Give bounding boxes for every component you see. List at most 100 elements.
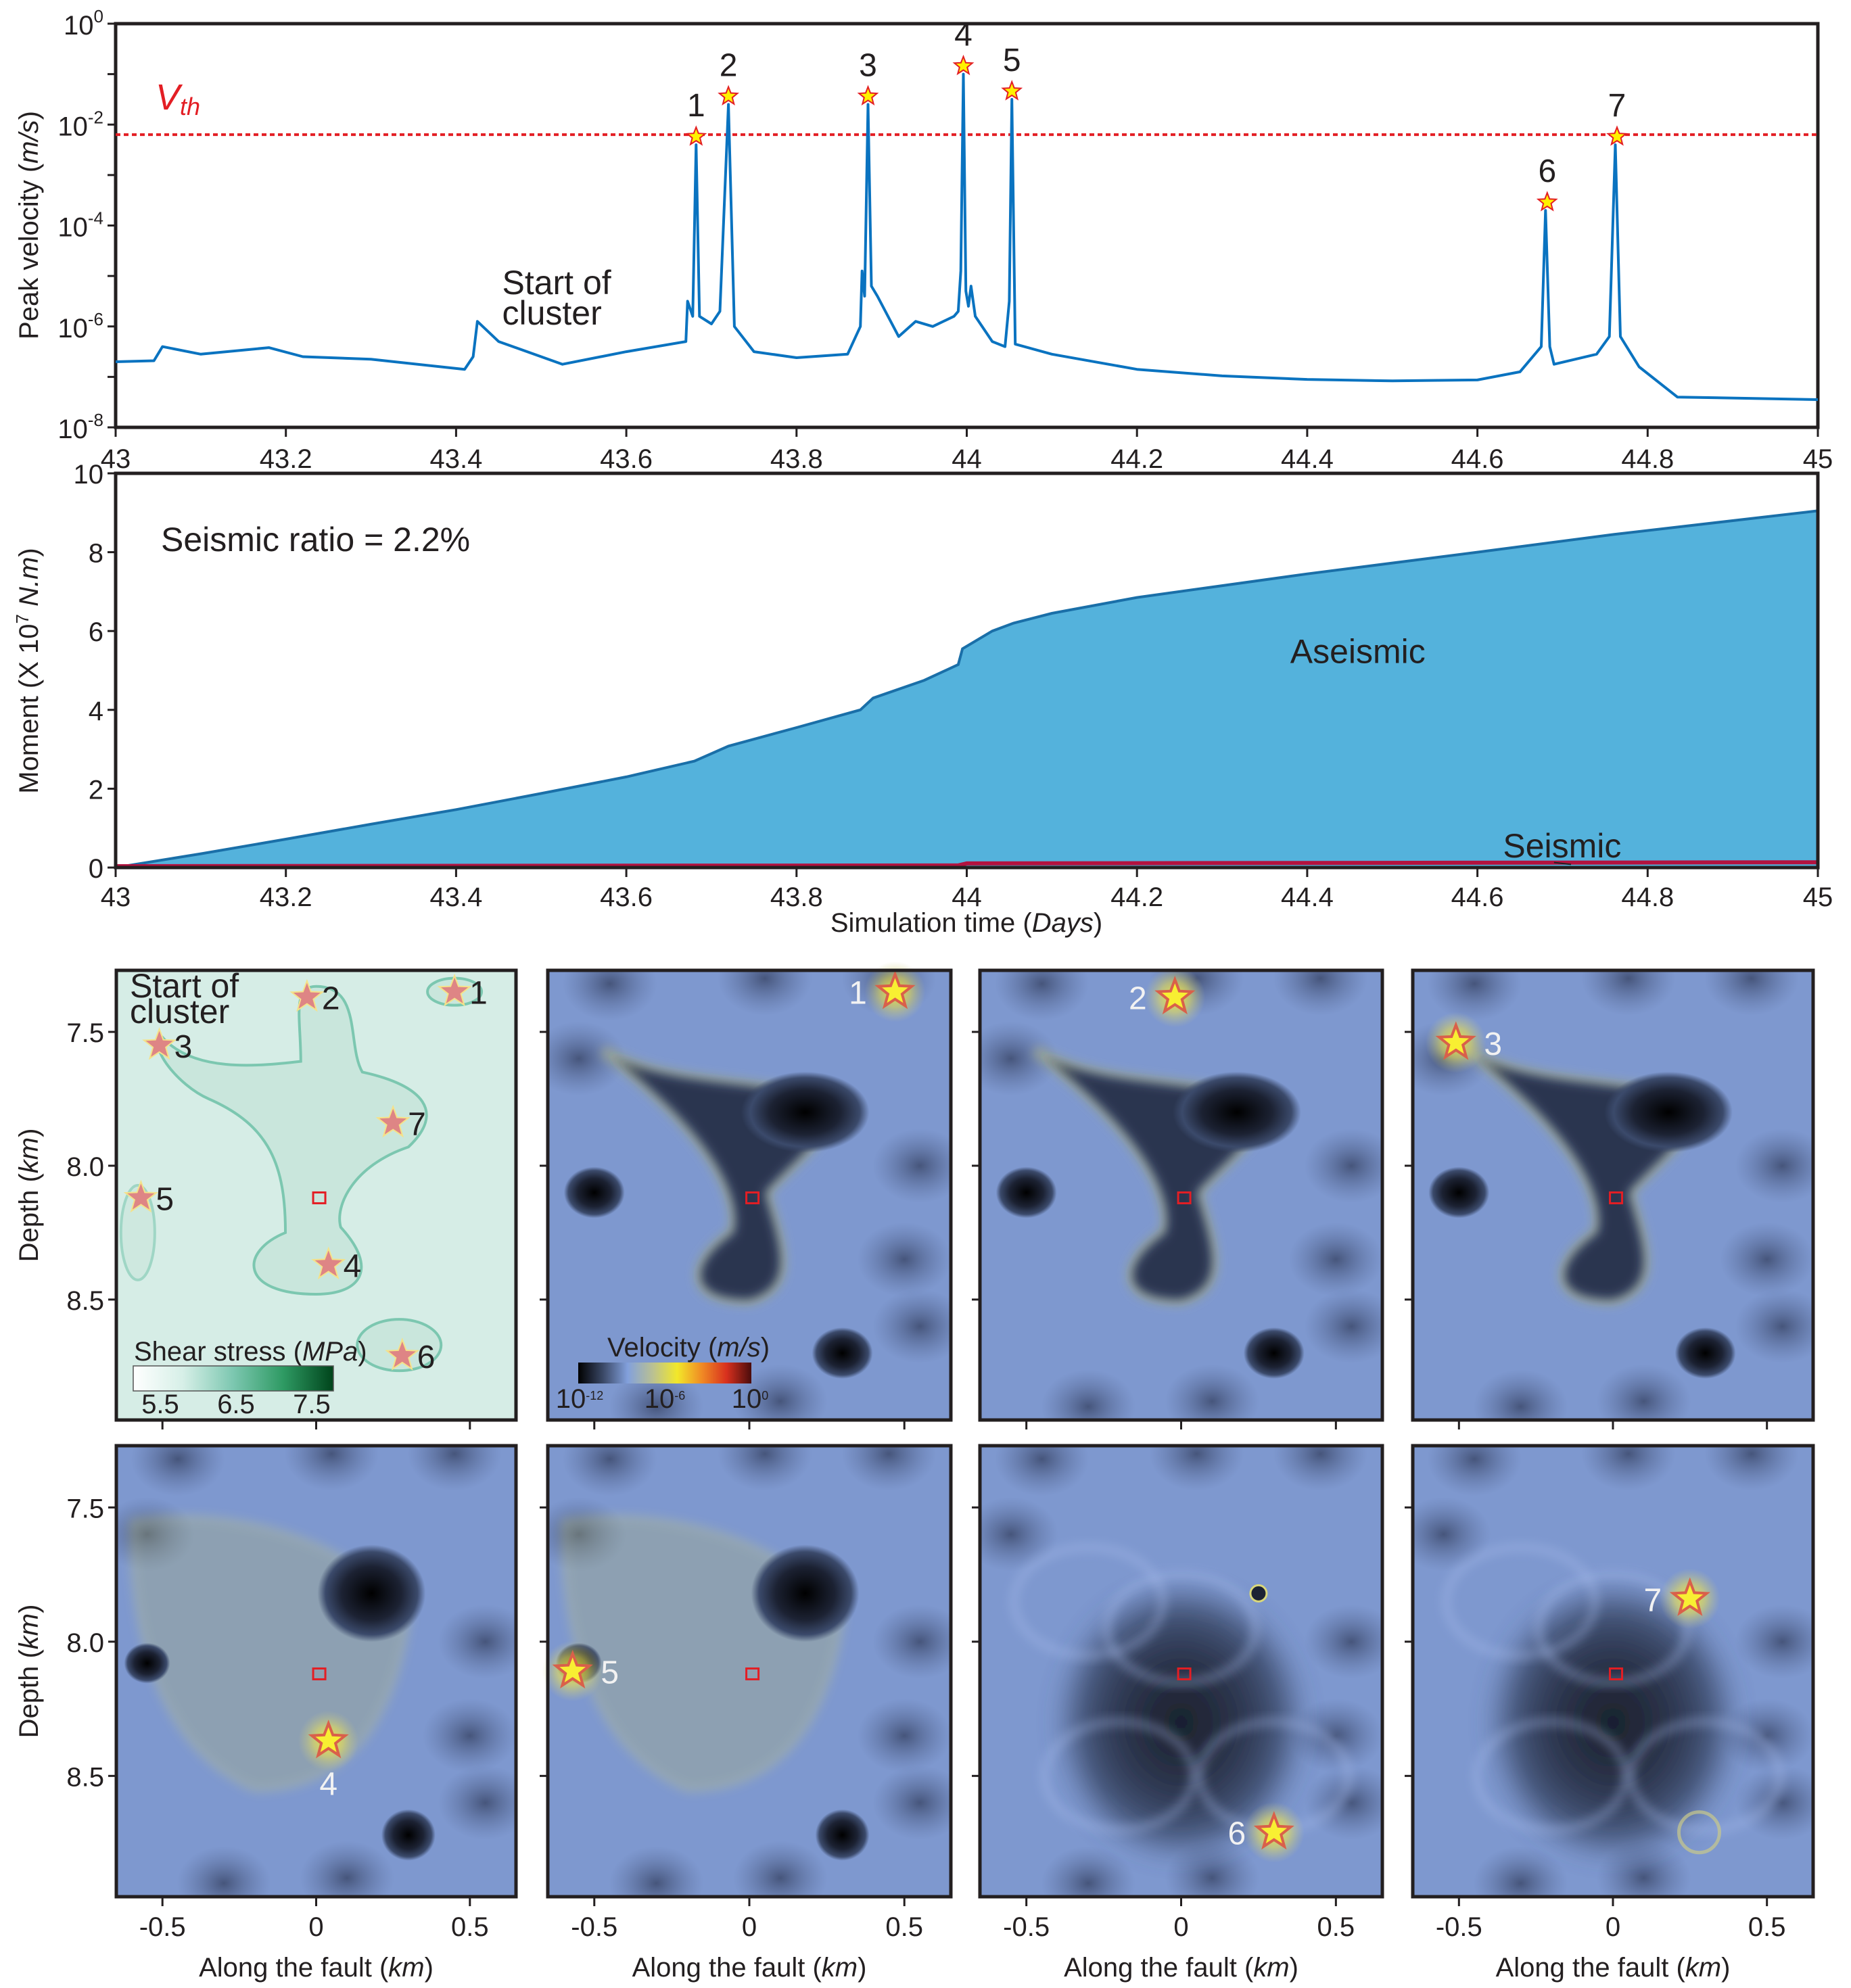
- low-velocity-patch: [1304, 1289, 1382, 1364]
- low-velocity-patch: [1719, 1698, 1813, 1773]
- y-tick-label-exp: -4: [88, 208, 103, 229]
- y-tick-label: 10: [74, 460, 104, 490]
- plot-frame: [114, 22, 1820, 429]
- event-label: 7: [408, 1107, 426, 1143]
- low-velocity-patch: [857, 1698, 951, 1773]
- low-velocity-patch: [548, 1021, 626, 1096]
- aseismic-label: Aseismic: [1290, 632, 1426, 670]
- event-label: 3: [859, 47, 877, 83]
- low-velocity-patch: [1273, 1446, 1368, 1491]
- velocity-field: [1413, 970, 1813, 1420]
- low-velocity-patch: [732, 1364, 828, 1420]
- y-tick-label: 10-8: [57, 410, 103, 444]
- event-label: 1: [687, 88, 705, 124]
- locked-patch: [1243, 1327, 1305, 1379]
- velocity-colorbar-tick-exp: -12: [586, 1389, 603, 1402]
- low-velocity-patch: [1288, 1222, 1382, 1297]
- x-tick-label: 44: [952, 882, 982, 912]
- low-velocity-patch: [1704, 970, 1799, 1016]
- velocity-colorbar-title: Velocity (m/s): [607, 1333, 770, 1363]
- x-axis-label-text: Along the fault: [632, 1953, 805, 1983]
- velocity-colorbar-tick-base: 10: [645, 1384, 675, 1414]
- x-tick-label: 44.4: [1281, 882, 1334, 912]
- low-velocity-patch: [1580, 970, 1676, 1016]
- low-velocity-patch: [1165, 1364, 1260, 1420]
- x-axis-label-unit: km: [822, 1953, 858, 1983]
- locked-patch: [812, 1327, 873, 1379]
- y-tick-label: 6: [89, 617, 103, 647]
- velocity-ridge: [1011, 1544, 1166, 1659]
- event-star-icon: [874, 970, 916, 1010]
- hypocenter-marker: [312, 1667, 327, 1680]
- low-velocity-patch: [1427, 1446, 1522, 1496]
- y-tick-label: 8: [89, 539, 103, 569]
- y-tick-label: 8.0: [66, 1152, 104, 1182]
- y-tick-label-exp: -6: [88, 309, 103, 329]
- velocity-colorbar-title-text: Velocity: [607, 1333, 701, 1363]
- seismic-label: Seismic: [1503, 827, 1621, 865]
- x-tick-label: 44.6: [1451, 444, 1504, 474]
- x-tick-label: 43.6: [600, 882, 653, 912]
- locked-patch: [815, 1809, 870, 1861]
- y-tick-label: 0: [89, 854, 103, 884]
- healed-region: [1059, 1586, 1303, 1857]
- event-star-icon: [1536, 191, 1558, 212]
- event-label: 5: [156, 1181, 174, 1217]
- velocity-panel-event-3: 3: [1405, 968, 1815, 1429]
- velocity-colorbar-tick-exp: -6: [674, 1389, 685, 1402]
- velocity-colorbar-tick-exp: 0: [762, 1389, 768, 1402]
- hypocenter-marker: [745, 1191, 760, 1204]
- x-axis-label-close: ): [1721, 1953, 1730, 1983]
- velocity-field: [1413, 1446, 1813, 1897]
- y-axis-label-space: [14, 607, 44, 614]
- panel-title-line2: cluster: [130, 993, 229, 1031]
- x-tick-label: 44.2: [1110, 444, 1163, 474]
- velocity-panel-event-7: 7 -0.5 0 0.5 Along the fault (km): [1405, 1444, 1815, 1983]
- y-tick-label-exp: 0: [94, 6, 103, 26]
- low-velocity-patch: [1735, 1766, 1813, 1841]
- locked-patch: [1428, 1166, 1490, 1218]
- x-tick-label: 0: [308, 1912, 323, 1942]
- x-tick-label: 0: [1173, 1912, 1188, 1942]
- x-axis-label-unit: km: [1253, 1953, 1289, 1983]
- x-axis-label: Along the fault (km): [1496, 1953, 1731, 1983]
- seismic-leader-line: [1553, 861, 1572, 866]
- low-velocity-patch: [1041, 1369, 1136, 1420]
- event-star-icon: [1669, 1577, 1710, 1616]
- y-tick-label: 2: [89, 775, 103, 805]
- event-star-icon: [123, 1179, 158, 1213]
- hypocenter-marker: [1177, 1191, 1192, 1204]
- event-label: 7: [1643, 1582, 1662, 1618]
- event-label: 4: [344, 1248, 362, 1284]
- event-star-icon: [308, 1720, 349, 1759]
- shear-colorbar: [133, 1365, 334, 1392]
- x-tick-label: -0.5: [1436, 1912, 1482, 1942]
- x-axis: 43 43.2 43.4 43.6 43.8 44 44.2 44.4 44.6 44.8 45: [101, 427, 1833, 474]
- y-tick-label-base: 10: [57, 213, 88, 243]
- x-tick-label: 45: [1803, 444, 1833, 474]
- y-axis-label: Depth (km): [14, 1605, 44, 1738]
- y-tick-label-base: 10: [64, 11, 94, 41]
- velocity-ridge: [1041, 1719, 1196, 1833]
- low-velocity-patch: [609, 1846, 704, 1897]
- y-axis-label-text: Depth: [14, 1190, 44, 1262]
- low-velocity-patch: [1273, 970, 1368, 1016]
- y-axis-label: Peak velocity (m/s): [14, 111, 44, 339]
- event-star-icon: [437, 973, 472, 1007]
- low-velocity-patch: [284, 1446, 379, 1491]
- start-of-cluster-label-line2: cluster: [502, 294, 601, 332]
- afterslip-ring: [1677, 1810, 1722, 1855]
- velocity-colorbar-tick-base: 10: [556, 1384, 586, 1414]
- y-axis-label-text: Depth: [14, 1666, 44, 1738]
- locked-patch: [1249, 1584, 1268, 1603]
- x-axis-label-unit: km: [388, 1953, 424, 1983]
- x-tick-label: 43: [101, 882, 131, 912]
- y-tick-label: 4: [89, 696, 103, 726]
- locked-patch: [563, 1166, 625, 1218]
- x-tick-label: 43.2: [260, 444, 312, 474]
- event-star-icon: [1435, 1021, 1476, 1060]
- low-velocity-patch: [1304, 1604, 1382, 1679]
- x-axis-label-open: (: [372, 1953, 389, 1983]
- x-axis-label: Simulation time (Days): [830, 908, 1102, 938]
